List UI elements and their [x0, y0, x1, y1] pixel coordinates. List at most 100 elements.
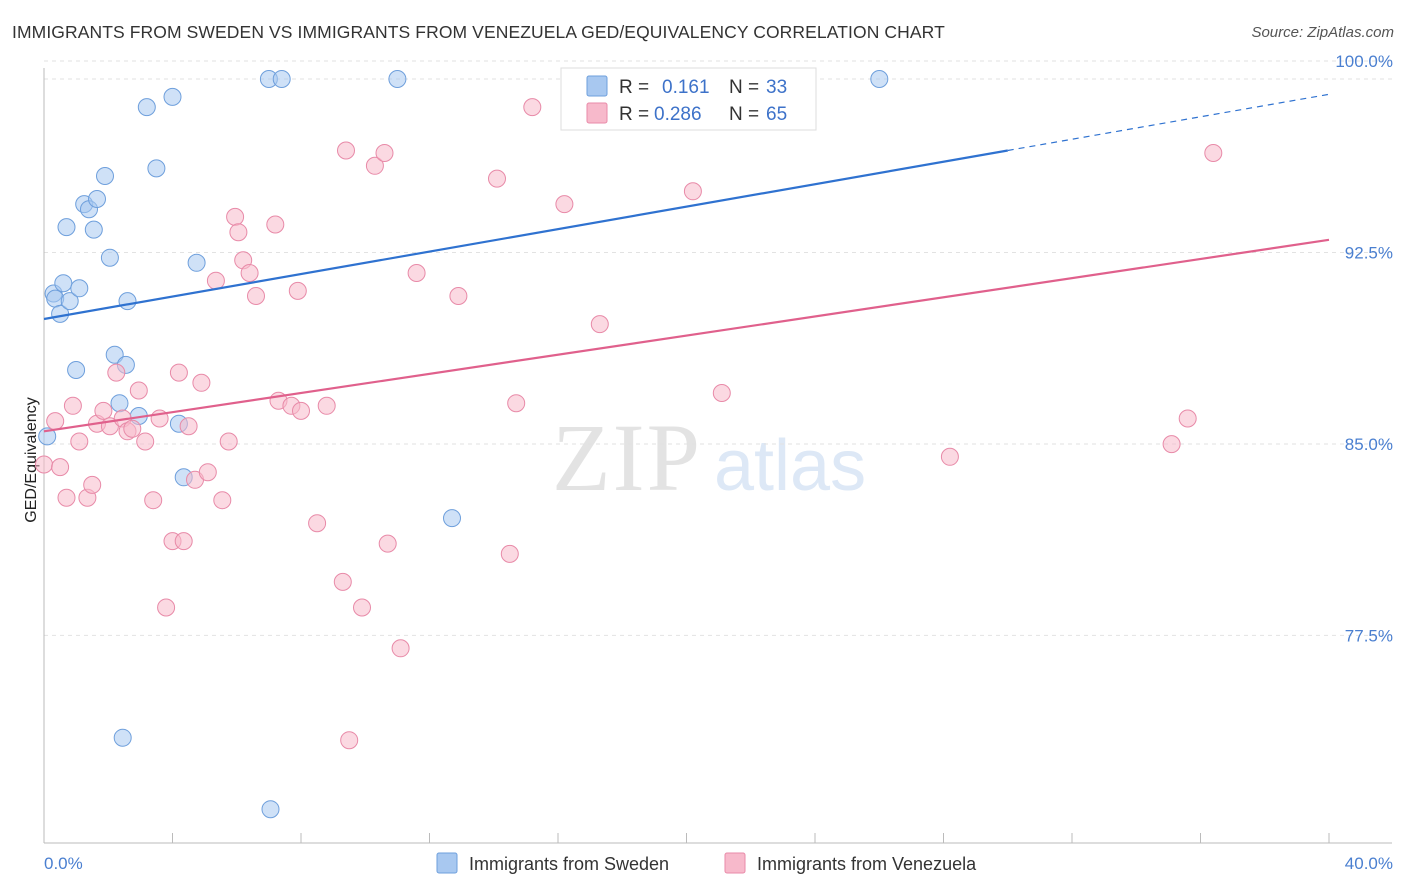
point-sweden — [272, 70, 291, 88]
y-tick-labels: 77.5% 85.0% 92.5% 100.0% — [1335, 52, 1393, 645]
legend-r-value-sweden: 0.161 — [662, 77, 710, 98]
point-venezuela — [226, 207, 245, 226]
point-venezuela — [590, 315, 609, 334]
point-venezuela — [247, 287, 265, 305]
point-venezuela — [57, 488, 76, 507]
point-venezuela — [107, 363, 126, 382]
bottom-legend-swatch-venezuela — [724, 852, 746, 874]
point-venezuela — [94, 401, 113, 420]
x-ticks — [43, 833, 1330, 843]
legend-box: R = 0.161 N = 33 R = 0.286 N = 65 — [560, 67, 817, 131]
legend-swatch-venezuela — [586, 102, 608, 124]
point-venezuela — [500, 544, 519, 563]
point-sweden — [60, 292, 79, 311]
point-sweden — [70, 279, 89, 298]
point-sweden — [388, 70, 407, 88]
point-venezuela — [375, 144, 394, 162]
point-venezuela — [449, 287, 468, 305]
point-venezuela — [488, 169, 506, 188]
x-tick-label-min: 0.0% — [44, 854, 83, 873]
y-axis-title: GED/Equivalency — [23, 397, 40, 522]
point-venezuela — [507, 394, 526, 413]
gridlines — [44, 60, 1392, 636]
y-tick-label: 100.0% — [1335, 52, 1393, 71]
point-venezuela — [46, 412, 65, 431]
watermark: ZIP atlas — [552, 404, 866, 511]
y-tick-label: 77.5% — [1345, 626, 1393, 645]
point-venezuela — [157, 598, 176, 617]
point-sweden — [100, 248, 119, 267]
point-sweden — [54, 274, 73, 293]
point-sweden — [96, 167, 114, 185]
chart-title: IMMIGRANTS FROM SWEDEN VS IMMIGRANTS FRO… — [12, 22, 945, 42]
point-venezuela — [365, 156, 384, 175]
point-venezuela — [337, 141, 355, 160]
point-sweden — [67, 361, 86, 379]
point-sweden — [187, 253, 206, 272]
point-venezuela — [333, 572, 352, 591]
point-sweden — [137, 98, 156, 117]
legend-r-label-sweden: R = — [619, 77, 649, 98]
y-tick-label: 85.0% — [1345, 435, 1393, 454]
point-sweden — [88, 190, 106, 208]
bottom-legend-label-venezuela: Immigrants from Venezuela — [757, 854, 977, 874]
point-venezuela — [683, 182, 702, 201]
legend-n-value-sweden: 33 — [766, 77, 787, 98]
bottom-legend: Immigrants from Sweden Immigrants from V… — [436, 852, 977, 874]
point-venezuela — [129, 381, 148, 400]
point-venezuela — [144, 491, 163, 510]
point-venezuela — [213, 491, 232, 510]
point-venezuela — [1204, 144, 1223, 162]
point-venezuela — [192, 373, 211, 392]
point-sweden — [147, 159, 166, 178]
legend-n-label-sweden: N = — [729, 77, 759, 98]
point-venezuela — [219, 432, 238, 451]
point-venezuela — [206, 271, 225, 290]
point-sweden — [38, 427, 57, 446]
point-venezuela — [198, 463, 217, 482]
point-venezuela — [174, 532, 193, 551]
point-venezuela — [317, 396, 336, 415]
point-sweden — [84, 220, 103, 239]
point-venezuela — [308, 514, 327, 533]
point-venezuela — [123, 419, 142, 438]
point-venezuela — [523, 98, 542, 117]
point-venezuela — [555, 195, 574, 214]
point-sweden — [57, 218, 76, 237]
watermark-atlas: atlas — [714, 426, 866, 506]
point-venezuela — [353, 598, 371, 617]
point-venezuela — [83, 475, 102, 494]
point-venezuela — [940, 447, 959, 466]
data-points — [35, 70, 1223, 819]
point-sweden — [443, 509, 461, 528]
point-sweden — [163, 87, 182, 106]
point-venezuela — [63, 396, 82, 415]
point-sweden — [110, 394, 129, 413]
legend-swatch-sweden — [586, 75, 608, 97]
point-venezuela — [1178, 409, 1197, 428]
legend-r-value-venezuela: 0.286 — [654, 104, 702, 125]
trend-line-venezuela — [43, 238, 1330, 433]
point-venezuela — [70, 432, 89, 451]
trend-line-sweden — [43, 149, 1008, 321]
trend-lines — [43, 93, 1330, 433]
x-tick-label-max: 40.0% — [1345, 854, 1393, 873]
bottom-legend-label-sweden: Immigrants from Sweden — [469, 854, 669, 874]
legend-r-label-venezuela: R = — [619, 104, 649, 125]
watermark-zip: ZIP — [552, 404, 702, 511]
point-venezuela — [169, 363, 188, 382]
point-venezuela — [240, 264, 259, 282]
point-venezuela — [179, 417, 198, 436]
point-venezuela — [712, 384, 731, 402]
point-sweden — [118, 292, 137, 311]
point-venezuela — [391, 639, 410, 658]
point-venezuela — [35, 455, 53, 474]
point-sweden — [870, 70, 889, 88]
point-venezuela — [292, 401, 310, 420]
point-venezuela — [288, 281, 307, 300]
bottom-legend-swatch-sweden — [436, 852, 458, 874]
point-venezuela — [266, 215, 285, 234]
point-venezuela — [407, 264, 426, 282]
point-venezuela — [340, 731, 359, 750]
